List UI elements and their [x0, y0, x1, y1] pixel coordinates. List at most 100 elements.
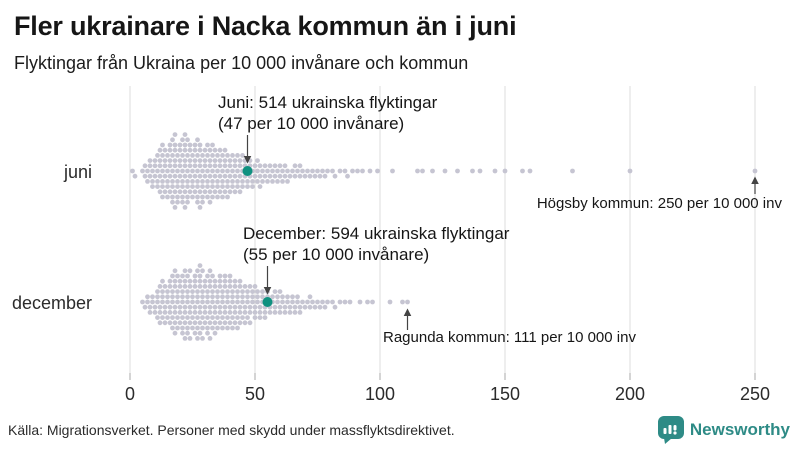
kommun-dot [260, 294, 265, 300]
kommun-dot [255, 294, 260, 300]
kommun-dot [210, 179, 215, 184]
kommun-dot [180, 299, 185, 305]
kommun-dot [172, 205, 178, 210]
kommun-dot [235, 153, 240, 158]
kommun-dot [192, 330, 198, 336]
kommun-dot [177, 304, 183, 310]
highlight-dot-december [262, 297, 273, 307]
kommun-dot [185, 199, 190, 205]
kommun-dot [230, 184, 235, 189]
kommun-dot [165, 179, 170, 184]
kommun-dot [240, 315, 245, 320]
kommun-dot [215, 168, 220, 174]
kommun-dot [192, 189, 198, 195]
kommun-dot [250, 184, 255, 189]
kommun-dot [250, 294, 255, 300]
kommun-dot [187, 158, 193, 163]
kommun-dot [225, 325, 230, 331]
kommun-dot [155, 315, 160, 320]
kommun-dot [170, 179, 175, 184]
kommun-dot [242, 158, 248, 163]
kommun-dot [237, 173, 243, 179]
kommun-dot [232, 163, 238, 169]
kommun-dot [182, 205, 188, 210]
kommun-dot [187, 304, 193, 310]
kommun-dot [180, 153, 185, 158]
kommun-dot [202, 278, 208, 284]
kommun-dot [152, 310, 158, 315]
kommun-dot [175, 294, 180, 300]
kommun-dot [207, 199, 213, 205]
kommun-dot [175, 299, 180, 305]
kommun-dot [157, 320, 163, 326]
kommun-dot [150, 294, 155, 300]
kommun-dot [227, 310, 233, 315]
kommun-dot [157, 310, 163, 315]
kommun-dot [240, 184, 245, 189]
kommun-dot [160, 184, 165, 189]
kommun-dot [492, 168, 498, 174]
kommun-dot [187, 268, 193, 274]
kommun-dot [157, 158, 163, 163]
kommun-dot [195, 268, 200, 274]
kommun-dot [220, 168, 225, 174]
kommun-dot [405, 299, 410, 305]
kommun-dot [192, 278, 198, 284]
kommun-dot [280, 299, 285, 305]
kommun-dot [167, 284, 173, 289]
kommun-dot [267, 163, 273, 169]
kommun-dot [207, 320, 213, 326]
kommun-dot [182, 147, 188, 153]
kommun-dot [217, 320, 223, 326]
kommun-dot [227, 163, 233, 169]
kommun-dot [205, 299, 210, 305]
kommun-dot [232, 320, 238, 326]
x-axis-labels: 0 50 100 150 200 250 [125, 384, 770, 404]
kommun-dot [272, 289, 278, 294]
kommun-dot [185, 194, 190, 200]
kommun-dot [200, 325, 205, 331]
kommun-dot [297, 173, 303, 179]
kommun-dot [217, 304, 223, 310]
kommun-dot [222, 304, 228, 310]
kommun-dot [245, 299, 250, 305]
kommun-dot [190, 153, 195, 158]
kommun-dot [150, 179, 155, 184]
kommun-dot [275, 168, 280, 174]
kommun-dot [175, 194, 180, 200]
kommun-dot [237, 189, 243, 195]
kommun-dot [225, 289, 230, 294]
kommun-dot [172, 132, 178, 137]
kommun-dot [190, 299, 195, 305]
kommun-dot [227, 189, 233, 195]
kommun-dot [230, 153, 235, 158]
kommun-dot [365, 299, 370, 305]
kommun-dot [197, 189, 203, 195]
kommun-dot [627, 168, 633, 174]
kommun-dot [182, 320, 188, 326]
kommun-dot [227, 273, 233, 279]
kommun-dot [172, 189, 178, 195]
kommun-dot [212, 278, 218, 284]
kommun-dot [177, 278, 183, 284]
kommun-dot [217, 284, 223, 289]
kommun-dot [257, 163, 263, 169]
kommun-dot [252, 173, 258, 179]
kommun-dot [175, 184, 180, 189]
kommun-dot [205, 289, 210, 294]
kommun-dot [180, 168, 185, 174]
kommun-dot [470, 168, 475, 174]
kommun-dot [197, 205, 203, 210]
kommun-dot [210, 153, 215, 158]
kommun-dot [155, 294, 160, 300]
annotation-juni-line2: (47 per 10 000 invånare) [218, 114, 404, 133]
kommun-dot [752, 168, 758, 174]
kommun-dot [210, 184, 215, 189]
kommun-dot [165, 194, 170, 200]
kommun-dot [152, 304, 158, 310]
kommun-dot [235, 179, 240, 184]
kommun-dot [232, 310, 238, 315]
kommun-dot [172, 173, 178, 179]
kommun-dot [227, 320, 233, 326]
kommun-dot [190, 289, 195, 294]
